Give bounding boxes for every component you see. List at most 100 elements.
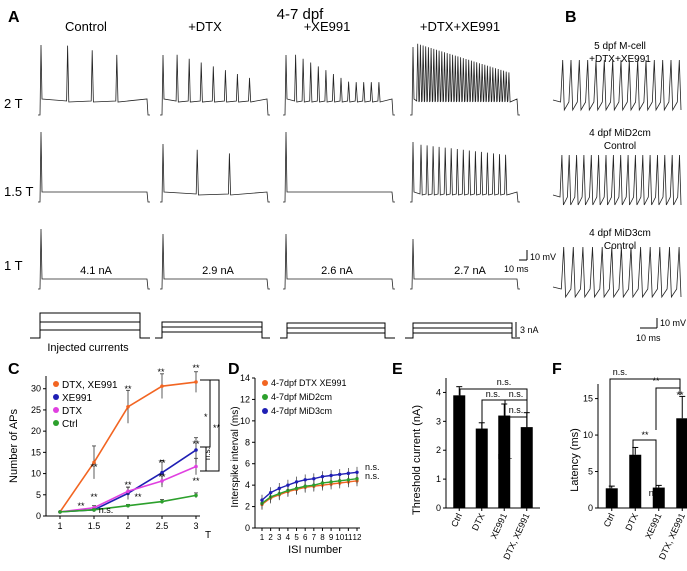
column-header-dtx: +DTX: [188, 19, 222, 34]
e-bracket-ctrl-dtxxe: [459, 388, 528, 430]
chart-f-bar-1: [629, 454, 642, 508]
c-legend-label-1: XE991: [62, 393, 92, 404]
chart-d-x-tick-label: 11: [344, 533, 353, 542]
d-point: [338, 479, 342, 483]
column-header-xe991: +XE991: [304, 19, 351, 34]
c-ns-1-5: n.s.: [99, 505, 114, 515]
d-point: [294, 480, 299, 484]
chart-f-x-tick-label: Ctrl: [602, 512, 617, 529]
chart-f-x-tick-label: DTX: [623, 512, 640, 533]
chart-d-x-tick-label: 5: [294, 533, 299, 542]
chart-d-x-tick-label: 2: [268, 533, 273, 542]
current-value-dtx-xe991: 2.7 nA: [454, 265, 486, 277]
c-star-xe-2-5: **: [158, 458, 166, 468]
chart-e-y-tick-label: 3: [436, 416, 441, 426]
chart-d-y-tick-label: 8: [245, 437, 250, 447]
d-point: [312, 477, 316, 481]
scale-bar-b: [640, 318, 658, 329]
f-star-bracket-top: **: [652, 376, 660, 386]
chart-e-bar-2: [498, 415, 511, 508]
chart-e: Threshold current (nA) 0 1 2 3 4 Ctrl DTX XE99…: [411, 377, 540, 561]
c-point: [126, 404, 130, 409]
scale-bar-b-ms: 10 ms: [636, 333, 661, 343]
e-ns-mid-left: n.s.: [486, 389, 501, 399]
c-legend-label-3: Ctrl: [62, 419, 78, 430]
c-legend-label-0: DTX, XE991: [62, 380, 118, 391]
b-spike-train-3: [552, 246, 682, 299]
chart-c-x-tick-label: 2: [125, 521, 130, 531]
b-cell-3-line-1: 4 dpf MiD3cm: [589, 228, 651, 239]
c-legend-marker-3: [53, 420, 59, 426]
chart-c-y-tick-label: 30: [31, 384, 41, 394]
trace-row2-col0: [38, 228, 150, 290]
b-cell-3-line-2: Control: [604, 241, 636, 252]
chart-d-x-tick-label: 9: [329, 533, 334, 542]
chart-c-ylabel: Number of APs: [8, 409, 20, 483]
panel-a-voltage-traces: [38, 43, 520, 290]
chart-c-y-tick-label: 20: [31, 426, 41, 436]
b-cell-2-line-2: Control: [604, 141, 636, 152]
current-value-xe991: 2.6 nA: [321, 265, 353, 277]
panel-label-f: F: [552, 361, 562, 378]
chart-e-ylabel: Threshold current (nA): [411, 405, 423, 515]
b-spike-train-1: [552, 59, 682, 112]
chart-c-y-tick-label: 0: [36, 511, 41, 521]
chart-e-y-tick-label: 2: [436, 445, 441, 455]
c-ns-bracket: n.s.: [203, 447, 212, 460]
d-point: [268, 490, 273, 495]
d-point: [346, 471, 351, 476]
f-bracket-dtx-xe: [632, 439, 657, 490]
e-star-dtx-xe991: *: [525, 456, 529, 466]
chart-d-y-tick-label: 12: [240, 394, 250, 404]
d-series-line-0: [261, 480, 358, 505]
chart-f-x-tick-label: XE991: [643, 512, 663, 541]
panel-label-c: C: [8, 361, 20, 378]
main-title: 4-7 dpf: [277, 6, 325, 23]
c-star-xe-2: **: [124, 480, 132, 490]
trace-row1-col0: [38, 131, 150, 203]
d-point: [277, 486, 281, 491]
chart-d-xlabel: ISI number: [288, 544, 342, 556]
chart-e-x-tick-label: DTX: [470, 512, 487, 533]
d-legend-label-1: 4-7dpf MiD2cm: [271, 392, 332, 402]
d-ns-2: n.s.: [365, 471, 380, 481]
chart-f-bar-2: [652, 487, 665, 508]
c-point: [194, 448, 198, 452]
chart-e-y-tick-label: 4: [436, 387, 441, 397]
c-point: [160, 499, 164, 504]
d-legend-label-2: 4-7dpf MiD3cm: [271, 406, 332, 416]
d-point: [346, 478, 351, 482]
trace-row0-col2: [283, 54, 395, 116]
row-label-1t: 1 T: [4, 258, 23, 273]
d-point: [286, 483, 290, 487]
panel-label-d: D: [228, 361, 240, 378]
scale-bar-a-mv: 10 mV: [530, 252, 556, 262]
e-ns-xe991: n.s.: [498, 451, 513, 461]
panel-label-e: E: [392, 361, 403, 378]
c-point: [160, 470, 164, 475]
e-ns-top: n.s.: [497, 377, 512, 387]
chart-d-x-tick-label: 8: [320, 533, 325, 542]
f-ns-xe991: n.s.: [649, 488, 664, 498]
trace-row0-col1: [160, 54, 270, 116]
scale-bar-a-ms: 10 ms: [504, 264, 529, 274]
chart-d-y-tick-label: 6: [245, 459, 250, 469]
scale-bar-b-mv: 10 mV: [660, 318, 686, 328]
current-value-control: 4.1 nA: [80, 265, 112, 277]
c-star-ctrl-1-5: **: [77, 501, 85, 511]
chart-d-x-tick-label: 10: [335, 533, 344, 542]
c-point: [194, 380, 198, 384]
d-point: [312, 483, 316, 487]
e-bracket-dtx-xe: [481, 399, 527, 460]
c-point: [92, 460, 96, 465]
chart-f-bar-0: [605, 488, 618, 508]
c-star-xe-3: **: [192, 439, 200, 449]
c-point: [92, 508, 96, 512]
c-star-bracket-inner: *: [204, 412, 208, 422]
chart-c-x-tick-label: 2.5: [156, 521, 169, 531]
trace-row2-col3: [410, 238, 520, 290]
chart-d-x-tick-label: 7: [312, 533, 317, 542]
